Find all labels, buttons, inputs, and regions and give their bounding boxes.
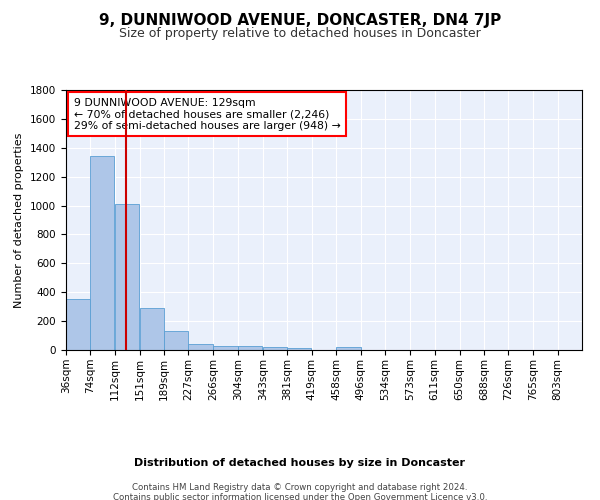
Bar	[188, 344, 212, 350]
Text: Contains HM Land Registry data © Crown copyright and database right 2024.: Contains HM Land Registry data © Crown c…	[132, 482, 468, 492]
Text: 9, DUNNIWOOD AVENUE, DONCASTER, DN4 7JP: 9, DUNNIWOOD AVENUE, DONCASTER, DN4 7JP	[99, 12, 501, 28]
Bar	[287, 348, 311, 350]
Bar	[263, 347, 287, 350]
Bar	[66, 298, 90, 350]
Text: 9 DUNNIWOOD AVENUE: 129sqm
← 70% of detached houses are smaller (2,246)
29% of s: 9 DUNNIWOOD AVENUE: 129sqm ← 70% of deta…	[74, 98, 340, 131]
Bar	[91, 156, 115, 350]
Bar	[337, 347, 361, 350]
Text: Size of property relative to detached houses in Doncaster: Size of property relative to detached ho…	[119, 28, 481, 40]
Bar	[140, 308, 164, 350]
Text: Contains public sector information licensed under the Open Government Licence v3: Contains public sector information licen…	[113, 492, 487, 500]
Bar	[115, 204, 139, 350]
Text: Distribution of detached houses by size in Doncaster: Distribution of detached houses by size …	[134, 458, 466, 468]
Bar	[238, 346, 262, 350]
Y-axis label: Number of detached properties: Number of detached properties	[14, 132, 25, 308]
Bar	[214, 346, 238, 350]
Bar	[164, 331, 188, 350]
